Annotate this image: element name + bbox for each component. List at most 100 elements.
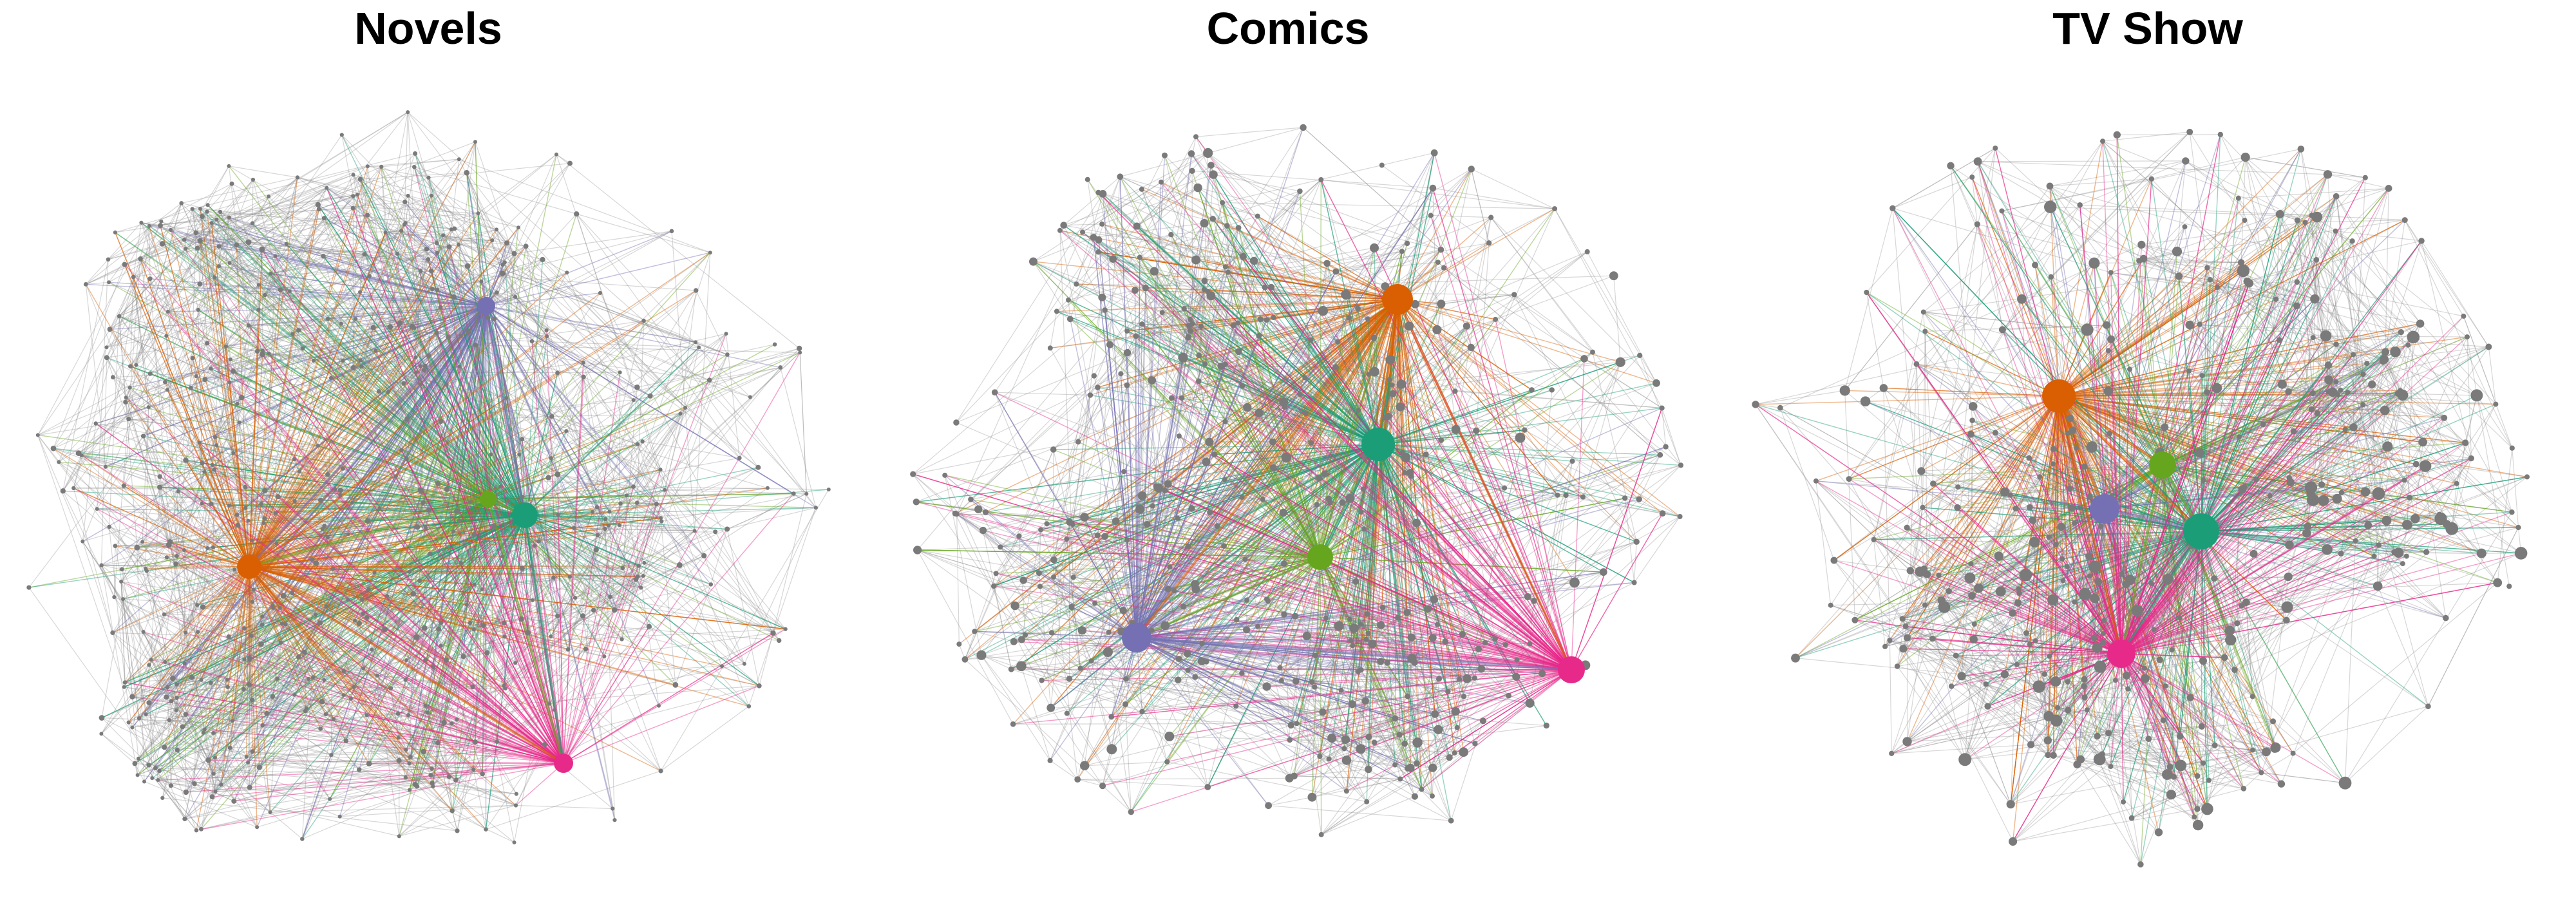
node	[607, 509, 612, 514]
edge	[330, 568, 334, 755]
edge	[176, 636, 229, 750]
edge	[643, 320, 807, 495]
node	[455, 828, 460, 833]
edge	[252, 488, 336, 602]
edge	[458, 244, 497, 293]
edge	[544, 555, 705, 745]
edge	[198, 277, 215, 310]
edge	[551, 458, 661, 772]
edge	[362, 599, 613, 809]
edge	[466, 604, 622, 640]
node	[418, 382, 423, 387]
edge	[281, 511, 610, 624]
edge	[202, 469, 215, 504]
edge	[185, 714, 258, 828]
edge	[272, 607, 453, 812]
edge	[406, 418, 680, 565]
edge	[469, 622, 605, 657]
node	[357, 767, 362, 772]
edge	[200, 679, 247, 757]
edge	[367, 520, 516, 663]
edge	[406, 366, 421, 419]
edge	[248, 489, 341, 522]
node	[169, 699, 174, 703]
edge	[124, 682, 133, 728]
node	[243, 484, 248, 489]
edge	[340, 326, 413, 491]
edge	[289, 290, 401, 324]
edge	[324, 332, 437, 526]
node	[164, 555, 169, 560]
node	[635, 442, 640, 446]
edge	[399, 656, 464, 837]
edge	[215, 399, 634, 438]
node	[470, 684, 475, 690]
edge	[425, 527, 482, 590]
edge	[164, 746, 340, 817]
edge	[614, 493, 794, 611]
edge	[236, 325, 249, 404]
edge	[122, 524, 238, 600]
node	[119, 580, 124, 584]
edge	[459, 158, 711, 253]
edge	[225, 111, 408, 347]
edge	[532, 511, 661, 772]
edge	[270, 273, 293, 334]
edge	[432, 281, 482, 290]
edge	[399, 744, 545, 761]
edge	[420, 385, 424, 503]
edge	[112, 569, 235, 633]
node	[565, 647, 571, 652]
edge	[437, 289, 454, 298]
edge	[364, 254, 426, 366]
node	[194, 374, 198, 379]
edge	[268, 196, 281, 290]
edge	[567, 528, 606, 650]
edge	[468, 331, 705, 556]
edge	[251, 540, 281, 609]
edge	[236, 353, 270, 515]
node	[423, 703, 428, 708]
node	[104, 345, 109, 350]
edge	[585, 549, 597, 649]
edge	[232, 699, 252, 721]
edge	[409, 502, 424, 572]
node	[499, 271, 506, 276]
edge	[531, 341, 558, 475]
node	[251, 177, 255, 182]
edge	[557, 333, 726, 374]
node	[495, 290, 499, 295]
edge	[413, 562, 462, 594]
edge	[360, 360, 417, 527]
node	[80, 539, 85, 544]
edge	[220, 747, 231, 785]
node	[441, 719, 447, 726]
edge	[374, 502, 471, 573]
edge	[313, 355, 429, 361]
node	[259, 502, 263, 506]
edge	[440, 584, 475, 647]
node	[404, 457, 409, 462]
edge	[126, 397, 176, 564]
edge	[493, 526, 639, 567]
edge	[158, 779, 399, 837]
edge	[304, 652, 307, 708]
edge	[78, 353, 270, 454]
edge	[101, 565, 152, 660]
edge	[248, 520, 355, 622]
node	[633, 576, 639, 582]
edge	[177, 714, 409, 751]
edge	[109, 221, 162, 330]
node	[137, 716, 142, 721]
node	[209, 680, 213, 685]
edge	[353, 367, 417, 374]
edge	[112, 330, 299, 633]
node	[412, 164, 417, 169]
edge	[138, 607, 204, 759]
edge	[108, 239, 185, 260]
node	[484, 827, 488, 831]
edge	[399, 322, 547, 337]
edge	[556, 154, 661, 470]
edge	[133, 277, 149, 408]
edge	[473, 629, 605, 657]
